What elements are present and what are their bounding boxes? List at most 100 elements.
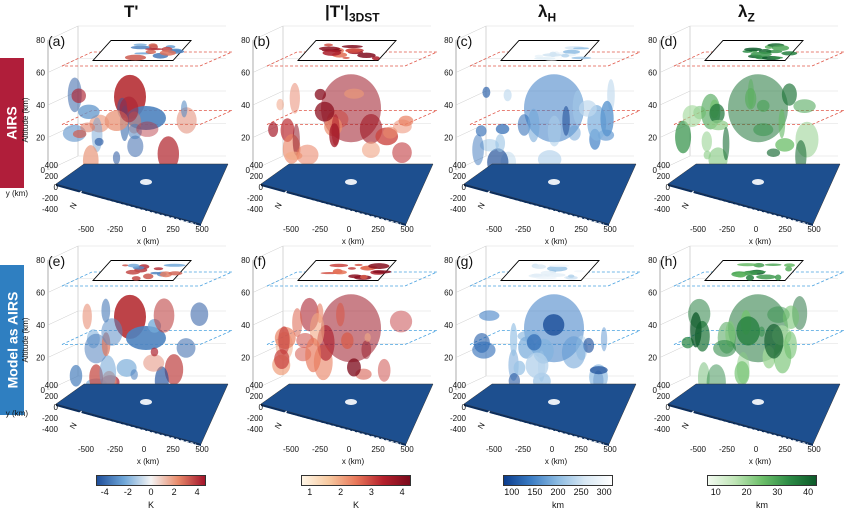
altitude-axis-label: Altitude (km) [21,97,30,142]
top-slice-feature [342,56,350,59]
top-slice-feature [125,269,140,275]
isosurface-blob [69,364,83,387]
isosurface-blob [747,78,754,109]
isosurface-blob [389,310,413,333]
isosurface-blob [176,338,196,358]
grid-line [47,310,79,326]
y-tick-label: 0 [259,403,264,412]
altitude-slice-plane [61,271,233,287]
y-tick-label: 200 [453,392,467,401]
y-tick-label: 200 [45,172,59,181]
isosurface-blob [150,347,159,357]
isosurface-blob [274,349,290,370]
top-slice-feature [573,270,586,273]
top-slice-feature [771,45,790,52]
row-label-model-as-airs: Model as AIRS [0,265,24,415]
colorbar-abs-t-3dst: 1 2 3 4 K [301,472,411,512]
altitude-slice-plane [266,271,438,287]
grid-line [252,245,284,261]
coastline [59,187,197,225]
island-feature [140,399,152,405]
ground-map-edge [464,184,609,226]
isosurface-blob [392,142,412,163]
top-slice-map [703,260,805,281]
isosurface-blob [112,151,121,165]
isosurface-blob [722,127,730,161]
north-arrow-icon: N [68,410,82,431]
x-tick-label: 500 [400,445,414,454]
north-arrow-icon: N [68,190,82,211]
top-slice-feature [130,45,152,50]
isosurface-blob [675,120,692,154]
isosurface-blob [347,358,361,377]
grid-line [659,155,691,171]
altitude-tick-label: 20 [444,134,453,143]
colorbar-tick-label: 150 [527,487,543,497]
panel-tag: (c) [456,33,473,49]
y-tick-label: -400 [654,205,671,214]
y-tick-label: 400 [453,161,467,170]
panel-a: (a) 0 20 40 60 80 Altitude (km) N 400 200 0 -200 -40… [6,25,233,267]
y-tick-label: 400 [250,161,264,170]
y-tick-label: 200 [453,172,467,181]
grid-line [455,375,487,391]
isosurface-blob [296,144,319,165]
colorbar-tick-label: 20 [741,487,752,497]
top-slice-feature [372,270,392,274]
isosurface-blob [94,137,104,146]
panel-c: (c) 0 20 40 60 80 N 400 200 0 -200 -400 -500 -250 0 250… [438,25,641,267]
altitude-tick-label: 60 [241,289,250,298]
y-tick-label: -200 [654,194,671,203]
x-tick-label: 0 [142,445,147,454]
altitude-slice-plane [469,110,641,125]
island-feature [140,179,152,185]
top-slice-feature [124,54,147,61]
top-slice-feature [744,47,762,52]
isosurface-blob [383,126,398,139]
colorbar-tick-label: 40 [803,487,814,497]
north-arrow-head [689,410,694,416]
ground-map [463,383,637,445]
top-slice-feature [534,54,544,58]
column-title-subscript: H [547,10,557,25]
y-tick-label: -200 [42,414,59,423]
y-tick-label: 200 [657,392,671,401]
row-label-airs: AIRS [0,58,24,188]
top-slice-feature [542,53,562,57]
altitude-tick-label: 80 [444,256,453,265]
x-tick-label: -500 [283,225,300,234]
colorbar-tick-label: 30 [772,487,783,497]
isosurface-blob [781,83,797,106]
y-tick-label: -200 [247,414,264,423]
isosurface-blob [756,99,770,112]
ground-map [55,383,229,445]
altitude-tick-label: 60 [648,69,657,78]
panel-tag: (b) [253,33,271,49]
isosurface-blob [736,316,760,346]
colorbar-lambda-z: 10 20 30 40 km [707,472,817,512]
island-feature [345,399,357,405]
isosurface-blob [600,100,614,137]
top-slice-feature [148,43,158,48]
x-tick-label: -500 [486,225,503,234]
north-arrow-head [689,190,694,196]
colorbar-gradient [707,475,817,486]
y-tick-label: -200 [450,414,467,423]
y-tick-label: 0 [666,183,671,192]
x-tick-label: -500 [283,445,300,454]
row-label-text: AIRS [4,106,21,140]
x-tick-label: 250 [778,445,792,454]
isosurface-group [62,74,197,177]
coastline [59,407,197,445]
top-slice-feature [533,264,546,270]
colorbar-tick-label: 3 [368,487,374,497]
colorbar-gradient [96,475,206,486]
isosurface-blob [289,82,300,114]
x-axis-label: x (km) [749,237,772,246]
north-label: N [680,201,691,211]
isosurface-blob [600,327,608,352]
isosurface-blob [495,123,510,135]
top-slice-feature [785,266,793,272]
altitude-slice-plane [469,330,641,345]
